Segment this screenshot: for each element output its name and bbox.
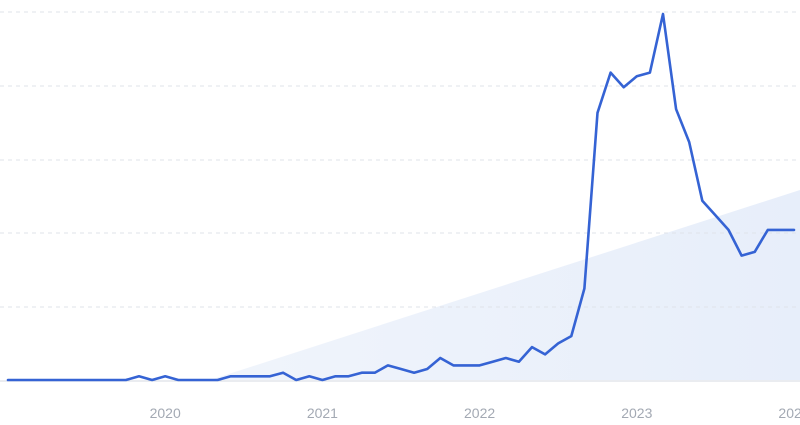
data-point bbox=[622, 85, 626, 89]
data-point bbox=[189, 378, 193, 382]
data-point bbox=[530, 345, 534, 349]
data-point bbox=[700, 199, 704, 203]
data-point bbox=[753, 250, 757, 254]
x-tick-label: 2020 bbox=[150, 405, 181, 421]
data-point bbox=[596, 111, 600, 115]
data-point bbox=[307, 374, 311, 378]
data-point bbox=[85, 378, 89, 382]
data-point bbox=[478, 363, 482, 367]
data-point bbox=[320, 378, 324, 382]
data-point bbox=[255, 374, 259, 378]
data-point bbox=[465, 363, 469, 367]
data-point bbox=[740, 254, 744, 258]
data-point bbox=[111, 378, 115, 382]
data-point bbox=[268, 374, 272, 378]
data-point bbox=[792, 228, 796, 232]
data-point bbox=[347, 374, 351, 378]
background-wedge bbox=[210, 190, 800, 380]
data-point bbox=[517, 360, 521, 364]
data-point bbox=[491, 360, 495, 364]
data-point bbox=[58, 378, 62, 382]
data-point bbox=[425, 367, 429, 371]
data-point bbox=[216, 378, 220, 382]
data-point bbox=[137, 374, 141, 378]
data-point bbox=[229, 374, 233, 378]
data-point bbox=[438, 356, 442, 360]
x-tick-label: 2022 bbox=[464, 405, 495, 421]
data-point bbox=[163, 374, 167, 378]
data-point bbox=[635, 74, 639, 78]
data-point bbox=[32, 378, 36, 382]
data-point bbox=[504, 356, 508, 360]
data-point bbox=[334, 374, 338, 378]
data-point bbox=[386, 363, 390, 367]
data-point bbox=[72, 378, 76, 382]
data-point bbox=[150, 378, 154, 382]
data-point bbox=[687, 140, 691, 144]
data-point bbox=[399, 367, 403, 371]
data-point bbox=[766, 228, 770, 232]
data-point bbox=[609, 71, 613, 75]
x-tick-label: 2021 bbox=[307, 405, 338, 421]
data-point bbox=[556, 341, 560, 345]
series-line bbox=[6, 12, 796, 382]
data-point bbox=[242, 374, 246, 378]
data-point bbox=[661, 12, 665, 16]
data-point bbox=[543, 352, 547, 356]
data-point bbox=[412, 371, 416, 375]
data-point bbox=[582, 287, 586, 291]
data-point bbox=[98, 378, 102, 382]
data-point bbox=[727, 228, 731, 232]
data-point bbox=[648, 71, 652, 75]
data-point bbox=[45, 378, 49, 382]
data-point bbox=[713, 213, 717, 217]
data-point bbox=[281, 371, 285, 375]
data-point bbox=[360, 371, 364, 375]
data-point bbox=[124, 378, 128, 382]
data-point bbox=[674, 107, 678, 111]
data-point bbox=[6, 378, 10, 382]
data-point bbox=[373, 371, 377, 375]
data-point bbox=[779, 228, 783, 232]
data-point bbox=[203, 378, 207, 382]
data-point bbox=[569, 334, 573, 338]
x-tick-label: 2024 bbox=[778, 405, 800, 421]
data-point bbox=[19, 378, 23, 382]
x-tick-label: 2023 bbox=[621, 405, 652, 421]
data-point bbox=[294, 378, 298, 382]
data-point bbox=[176, 378, 180, 382]
data-point bbox=[451, 363, 455, 367]
